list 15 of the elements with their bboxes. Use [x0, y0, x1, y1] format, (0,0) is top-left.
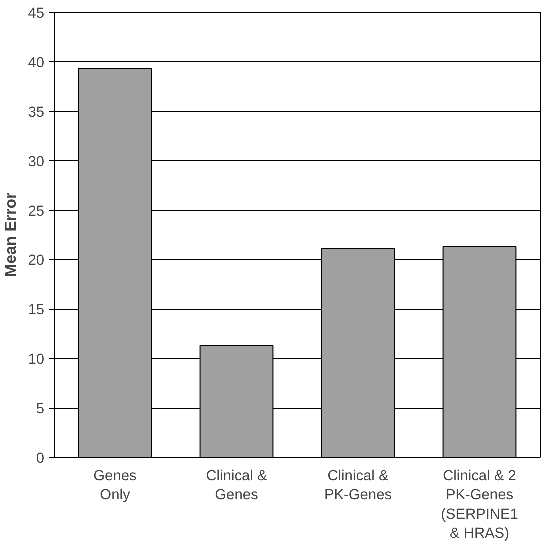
- y-tick-label: 45: [28, 6, 45, 22]
- x-tick-label: Clinical & PK-Genes: [324, 468, 392, 504]
- x-tick-label: Clinical & 2 PK-Genes (SERPINE1 & HRAS): [441, 468, 518, 542]
- y-tick-label: 40: [28, 55, 45, 72]
- x-tick-label: Genes Only: [94, 468, 137, 504]
- y-tick-label: 15: [28, 302, 45, 319]
- y-tick-label: 25: [28, 204, 45, 220]
- y-axis-title: Mean Error: [3, 192, 20, 278]
- y-tick-label: 35: [28, 104, 45, 121]
- x-tick-label: Clinical & Genes: [206, 468, 268, 504]
- y-tick-label: 20: [28, 253, 45, 270]
- y-tick-label: 5: [36, 402, 45, 418]
- y-tick-label: 30: [28, 154, 45, 170]
- y-tick-label: 10: [28, 352, 45, 368]
- y-tick-label: 0: [36, 451, 45, 467]
